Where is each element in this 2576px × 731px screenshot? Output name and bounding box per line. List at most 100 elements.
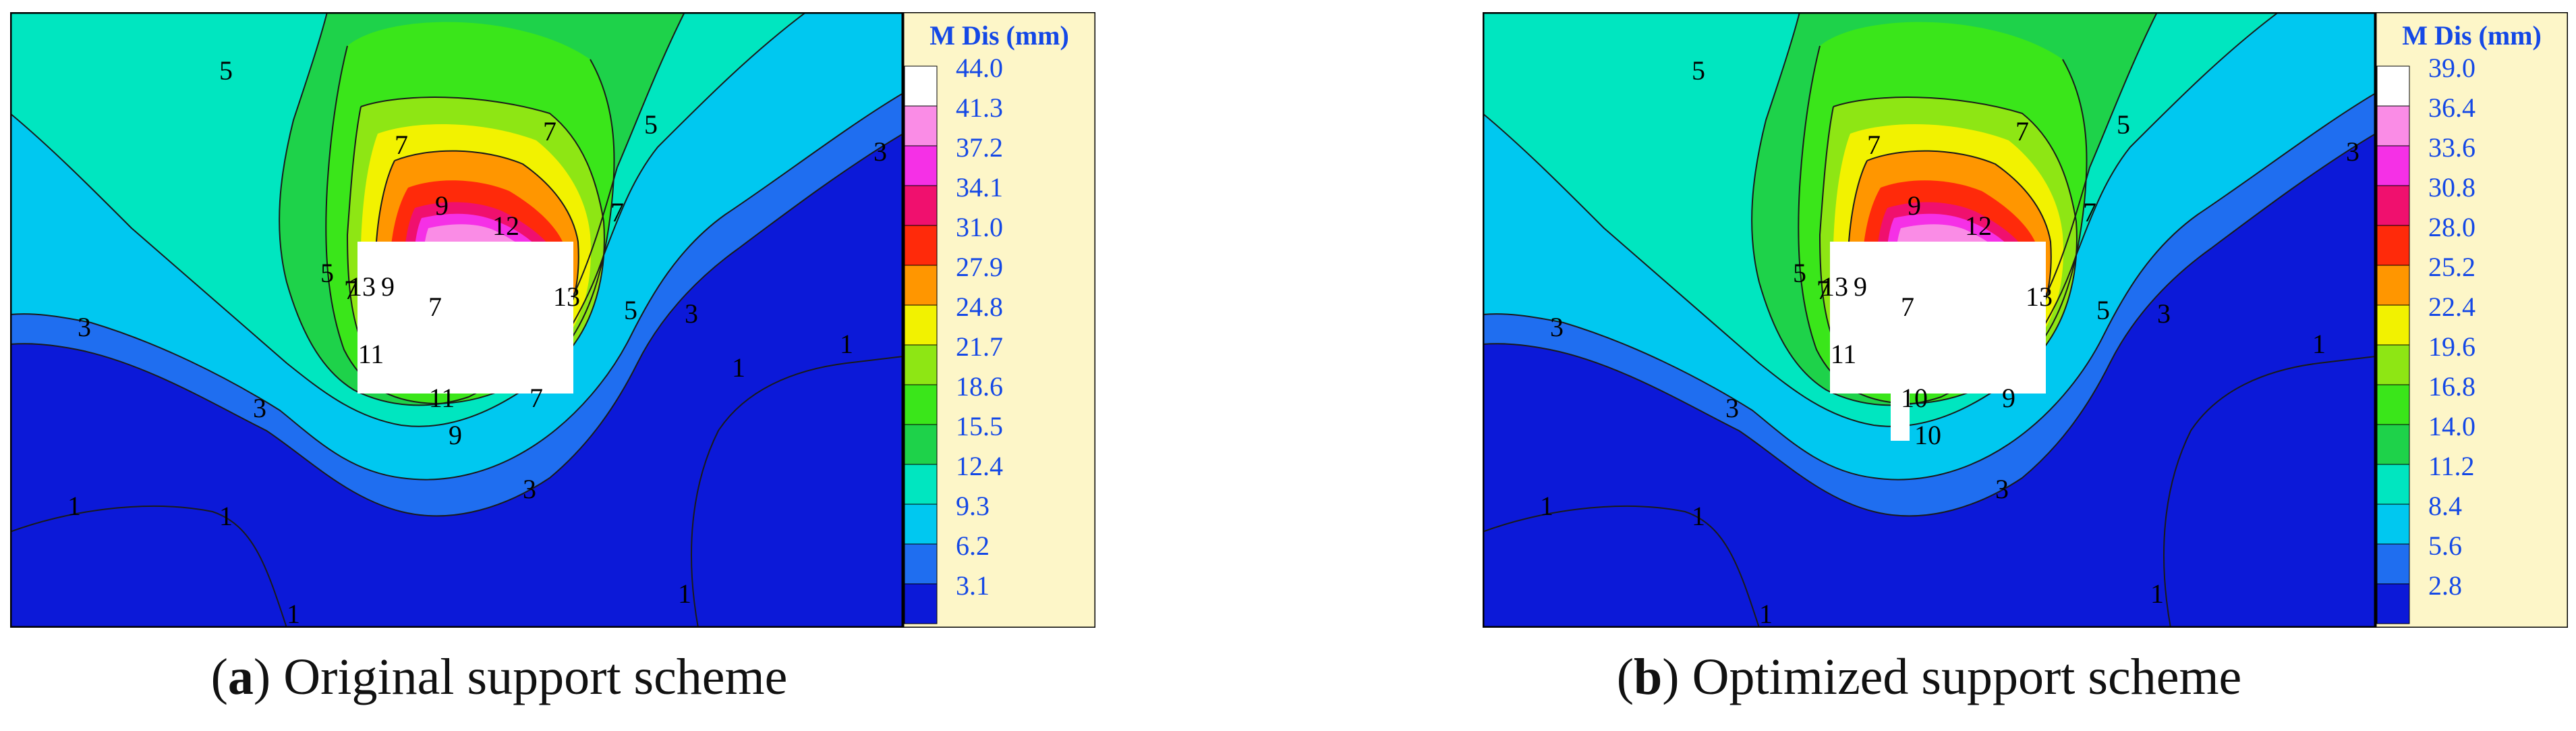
contour-label: 3 bbox=[253, 393, 266, 423]
contour-label: 3 bbox=[1550, 312, 1564, 342]
contour-label: 1 bbox=[678, 578, 691, 609]
colorbar-tick-label: 19.6 bbox=[2428, 331, 2475, 362]
colorbar-swatch bbox=[2376, 504, 2410, 545]
colorbar-swatch bbox=[2376, 304, 2410, 346]
colorbar-tick-label: 28.0 bbox=[2428, 212, 2475, 242]
colorbar-tick-label: 31.0 bbox=[956, 212, 1003, 242]
contour-line bbox=[1483, 133, 2376, 517]
contour-label: 5 bbox=[2117, 109, 2130, 140]
caption-text: Optimized support scheme bbox=[1692, 649, 2242, 705]
colorbar-tick-label: 41.3 bbox=[956, 92, 1003, 123]
contour-label: 12 bbox=[1965, 211, 1992, 241]
contour-label: 7 bbox=[2015, 116, 2029, 146]
contour-label: 1 bbox=[67, 491, 81, 521]
colorbar-swatch bbox=[904, 304, 938, 346]
caption-optimized: (b) Optimized support scheme bbox=[1616, 649, 2242, 705]
colorbar-swatch bbox=[2376, 583, 2410, 624]
colorbar-title: M Dis (mm) bbox=[2402, 20, 2542, 51]
colorbar-tick-label: 8.4 bbox=[2428, 491, 2462, 521]
colorbar-tick-label: 9.3 bbox=[956, 491, 990, 521]
contour-label: 3 bbox=[2157, 298, 2171, 329]
contour-plot-original: 5 5 5 5 7 7 7 7 7 7 9 9 9 11 12 13 13 11 3 3 3 3 3 1 1 1 1 1 1 M Dis … bbox=[10, 12, 1095, 628]
colorbar-tick-label: 12.4 bbox=[956, 451, 1003, 481]
colorbar-swatch bbox=[904, 185, 938, 226]
caption-letter: a bbox=[227, 649, 254, 705]
colorbar-swatch bbox=[904, 145, 938, 186]
caption-letter: b bbox=[1634, 649, 1663, 705]
colorbar-swatch bbox=[2376, 105, 2410, 146]
contour-label: 3 bbox=[523, 474, 536, 504]
contour-label: 1 bbox=[2150, 578, 2164, 609]
colorbar-tick-label: 25.2 bbox=[2428, 252, 2475, 282]
contour-label: 11 bbox=[429, 383, 455, 413]
colorbar-swatch bbox=[2376, 344, 2410, 385]
colorbar-tick-label: 14.0 bbox=[2428, 411, 2475, 441]
contour-label: 13 bbox=[349, 271, 376, 302]
contour-line bbox=[1751, 12, 2158, 406]
contour-label: 10 bbox=[1914, 420, 1941, 450]
contour-label: 5 bbox=[624, 295, 637, 325]
colorbar-tick-label: 11.2 bbox=[2428, 451, 2475, 481]
colorbar-swatch bbox=[904, 65, 938, 107]
colorbar-tick-label: 2.8 bbox=[2428, 570, 2462, 601]
contour-line bbox=[10, 92, 903, 481]
colorbar-swatch bbox=[2376, 464, 2410, 505]
contour-label: 5 bbox=[644, 109, 658, 140]
contour-label: 7 bbox=[395, 130, 408, 160]
contour-label: 5 bbox=[320, 258, 334, 288]
tunnel-excavation bbox=[1830, 242, 2046, 394]
colorbar-tick-label: 44.0 bbox=[956, 53, 1003, 83]
colorbar-tick-label: 6.2 bbox=[956, 531, 990, 561]
contour-label: 3 bbox=[78, 312, 91, 342]
contour-label: 1 bbox=[1540, 491, 1553, 521]
support-pile bbox=[1891, 394, 1910, 441]
contour-line bbox=[10, 505, 287, 628]
contour-plot-optimized: 5 5 5 5 7 7 7 7 7 9 9 9 10 10 12 13 13 11 3 3 3 3 3 1 1 1 1 1 M Dis … bbox=[1483, 12, 2568, 628]
colorbar-swatch bbox=[2376, 185, 2410, 226]
colorbar-swatch bbox=[904, 504, 938, 545]
colorbar-swatch bbox=[2376, 424, 2410, 465]
colorbar-swatch bbox=[2376, 65, 2410, 107]
colorbar-tick-label: 15.5 bbox=[956, 411, 1003, 441]
contour-line bbox=[691, 356, 903, 628]
colorbar-swatch bbox=[904, 424, 938, 465]
colorbar-tick-label: 37.2 bbox=[956, 132, 1003, 163]
contour-line bbox=[1483, 92, 2376, 481]
colorbar-tick-label: 5.6 bbox=[2428, 531, 2462, 561]
colorbar-swatch bbox=[2376, 225, 2410, 266]
colorbar-tick-label: 34.1 bbox=[956, 172, 1003, 202]
colorbar-swatch bbox=[904, 225, 938, 266]
contour-label: 1 bbox=[732, 352, 745, 383]
colorbar-tick-label: 30.8 bbox=[2428, 172, 2475, 202]
contour-label: 9 bbox=[1908, 190, 1921, 221]
contour-label: 11 bbox=[1831, 339, 1857, 369]
contour-line bbox=[1483, 12, 2279, 427]
contour-label: 1 bbox=[287, 599, 300, 628]
contour-label: 7 bbox=[2083, 197, 2096, 227]
contour-label: 10 bbox=[1901, 383, 1928, 413]
contour-label: 9 bbox=[2002, 383, 2015, 413]
contour-label: 11 bbox=[358, 339, 384, 369]
contour-line bbox=[10, 133, 903, 517]
colorbar-tick-label: 21.7 bbox=[956, 331, 1003, 362]
contour-label: 5 bbox=[2096, 295, 2110, 325]
colorbar-swatch bbox=[904, 265, 938, 306]
contour-label: 7 bbox=[1816, 275, 1830, 305]
contour-line bbox=[2163, 356, 2376, 628]
colorbar-swatch bbox=[904, 105, 938, 146]
colorbar-swatch bbox=[2376, 145, 2410, 186]
contour-label: 7 bbox=[1867, 130, 1881, 160]
contour-label: 5 bbox=[219, 55, 233, 86]
contour-label: 7 bbox=[529, 383, 543, 413]
colorbar-tick-label: 33.6 bbox=[2428, 132, 2475, 163]
contour-label: 7 bbox=[1901, 292, 1914, 322]
contour-label: 9 bbox=[435, 190, 449, 221]
caption-text: Original support scheme bbox=[283, 649, 788, 705]
contour-line bbox=[279, 12, 685, 406]
colorbar-swatch bbox=[904, 583, 938, 624]
caption-original: (a) Original support scheme bbox=[210, 649, 788, 705]
contour-label: 7 bbox=[543, 116, 556, 146]
contour-label: 5 bbox=[1793, 258, 1806, 288]
